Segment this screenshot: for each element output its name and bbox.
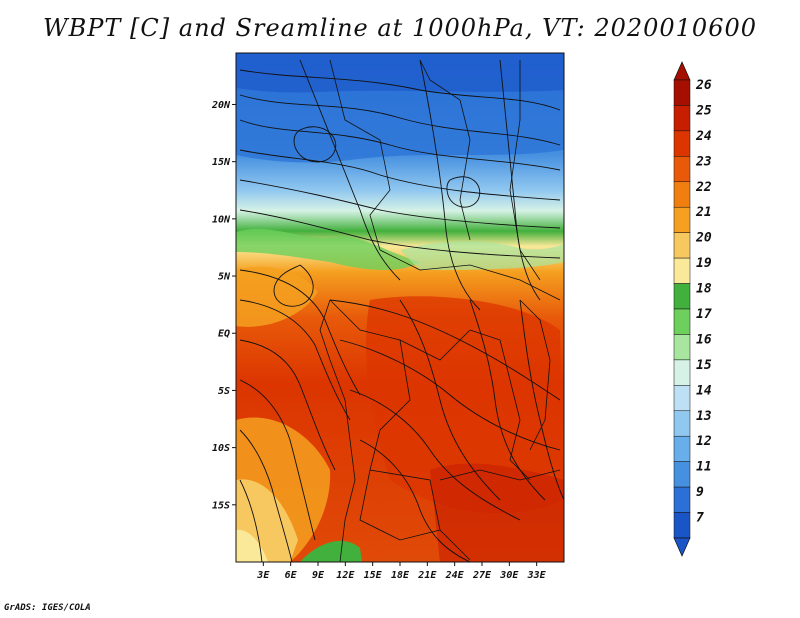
- lat-tick-label: 10S: [212, 443, 230, 454]
- wbpt-field: [236, 53, 564, 562]
- colorbar: 26 25 24 23 22 21 20 19 18 17 16 15 14 13 12 11 9 7: [673, 61, 712, 557]
- lat-tick-label: 20N: [211, 100, 231, 111]
- colorbar-label: 23: [695, 154, 712, 169]
- lon-tick-label: 33E: [527, 570, 547, 581]
- lon-ticks: 3E 6E 9E 12E 15E 18E 21E 24E 27E 30E 33E: [256, 562, 547, 581]
- colorbar-label: 25: [695, 103, 712, 118]
- grads-credit: GrADS: IGES/COLA: [4, 603, 91, 613]
- map-title: WBPT [C] and Sreamline at 1000hPa, VT: 2…: [42, 14, 758, 42]
- country-borders: [319, 59, 561, 562]
- colorbar-label: 11: [696, 460, 712, 475]
- lon-tick-label: 15E: [364, 570, 383, 581]
- lon-tick-label: 30E: [499, 570, 519, 581]
- colorbar-swatch: [673, 232, 691, 259]
- colorbar-label: 17: [696, 307, 712, 322]
- colorbar-top-arrow: [673, 61, 691, 81]
- colorbar-label: 26: [695, 78, 712, 93]
- colorbar-label: 9: [696, 485, 704, 500]
- colorbar-swatch: [673, 359, 691, 386]
- lat-tick-label: 5S: [218, 386, 230, 397]
- lon-tick-label: 9E: [312, 570, 325, 581]
- lon-tick-label: 27E: [472, 570, 492, 581]
- colorbar-label: 19: [696, 256, 712, 271]
- colorbar-label: 7: [696, 511, 704, 526]
- colorbar-swatch: [673, 308, 691, 335]
- lat-tick-label: 15S: [212, 500, 230, 511]
- colorbar-bottom-arrow: [673, 537, 691, 557]
- colorbar-swatch: [673, 512, 691, 539]
- colorbar-label: 24: [695, 129, 712, 144]
- lon-tick-label: 18E: [391, 570, 410, 581]
- lat-tick-label: EQ: [218, 329, 230, 340]
- lon-tick-label: 24E: [445, 570, 465, 581]
- colorbar-swatch: [673, 130, 691, 157]
- colorbar-swatch: [673, 334, 691, 361]
- lon-tick-label: 6E: [285, 570, 298, 581]
- lat-tick-label: 10N: [212, 214, 231, 225]
- colorbar-swatch: [673, 79, 691, 106]
- colorbar-label: 21: [695, 205, 712, 220]
- lon-tick-label: 12E: [336, 570, 355, 581]
- colorbar-label: 18: [696, 282, 712, 297]
- colorbar-label: 15: [696, 358, 712, 373]
- colorbar-swatch: [673, 410, 691, 437]
- colorbar-label: 12: [696, 434, 712, 449]
- lon-tick-label: 21E: [417, 570, 437, 581]
- colorbar-swatch: [673, 486, 691, 513]
- colorbar-swatch: [673, 257, 691, 284]
- colorbar-label: 16: [696, 332, 712, 347]
- colorbar-swatch: [673, 105, 691, 132]
- colorbar-label: 14: [696, 383, 712, 398]
- lat-ticks: 20N 15N 10N 5N EQ 5S 10S 15S: [211, 100, 236, 511]
- colorbar-label: 20: [695, 231, 712, 246]
- colorbar-swatch: [673, 206, 691, 233]
- lat-tick-label: 5N: [218, 272, 231, 283]
- colorbar-swatch: [673, 435, 691, 462]
- colorbar-label: 22: [695, 180, 712, 195]
- lon-tick-label: 3E: [256, 570, 270, 581]
- colorbar-swatch: [673, 283, 691, 310]
- colorbar-label: 13: [696, 409, 712, 424]
- lat-tick-label: 15N: [212, 157, 231, 168]
- streamlines: [239, 59, 564, 562]
- colorbar-swatch: [673, 181, 691, 208]
- colorbar-swatch: [673, 385, 691, 412]
- colorbar-swatch: [673, 156, 691, 183]
- colorbar-swatch: [673, 461, 691, 488]
